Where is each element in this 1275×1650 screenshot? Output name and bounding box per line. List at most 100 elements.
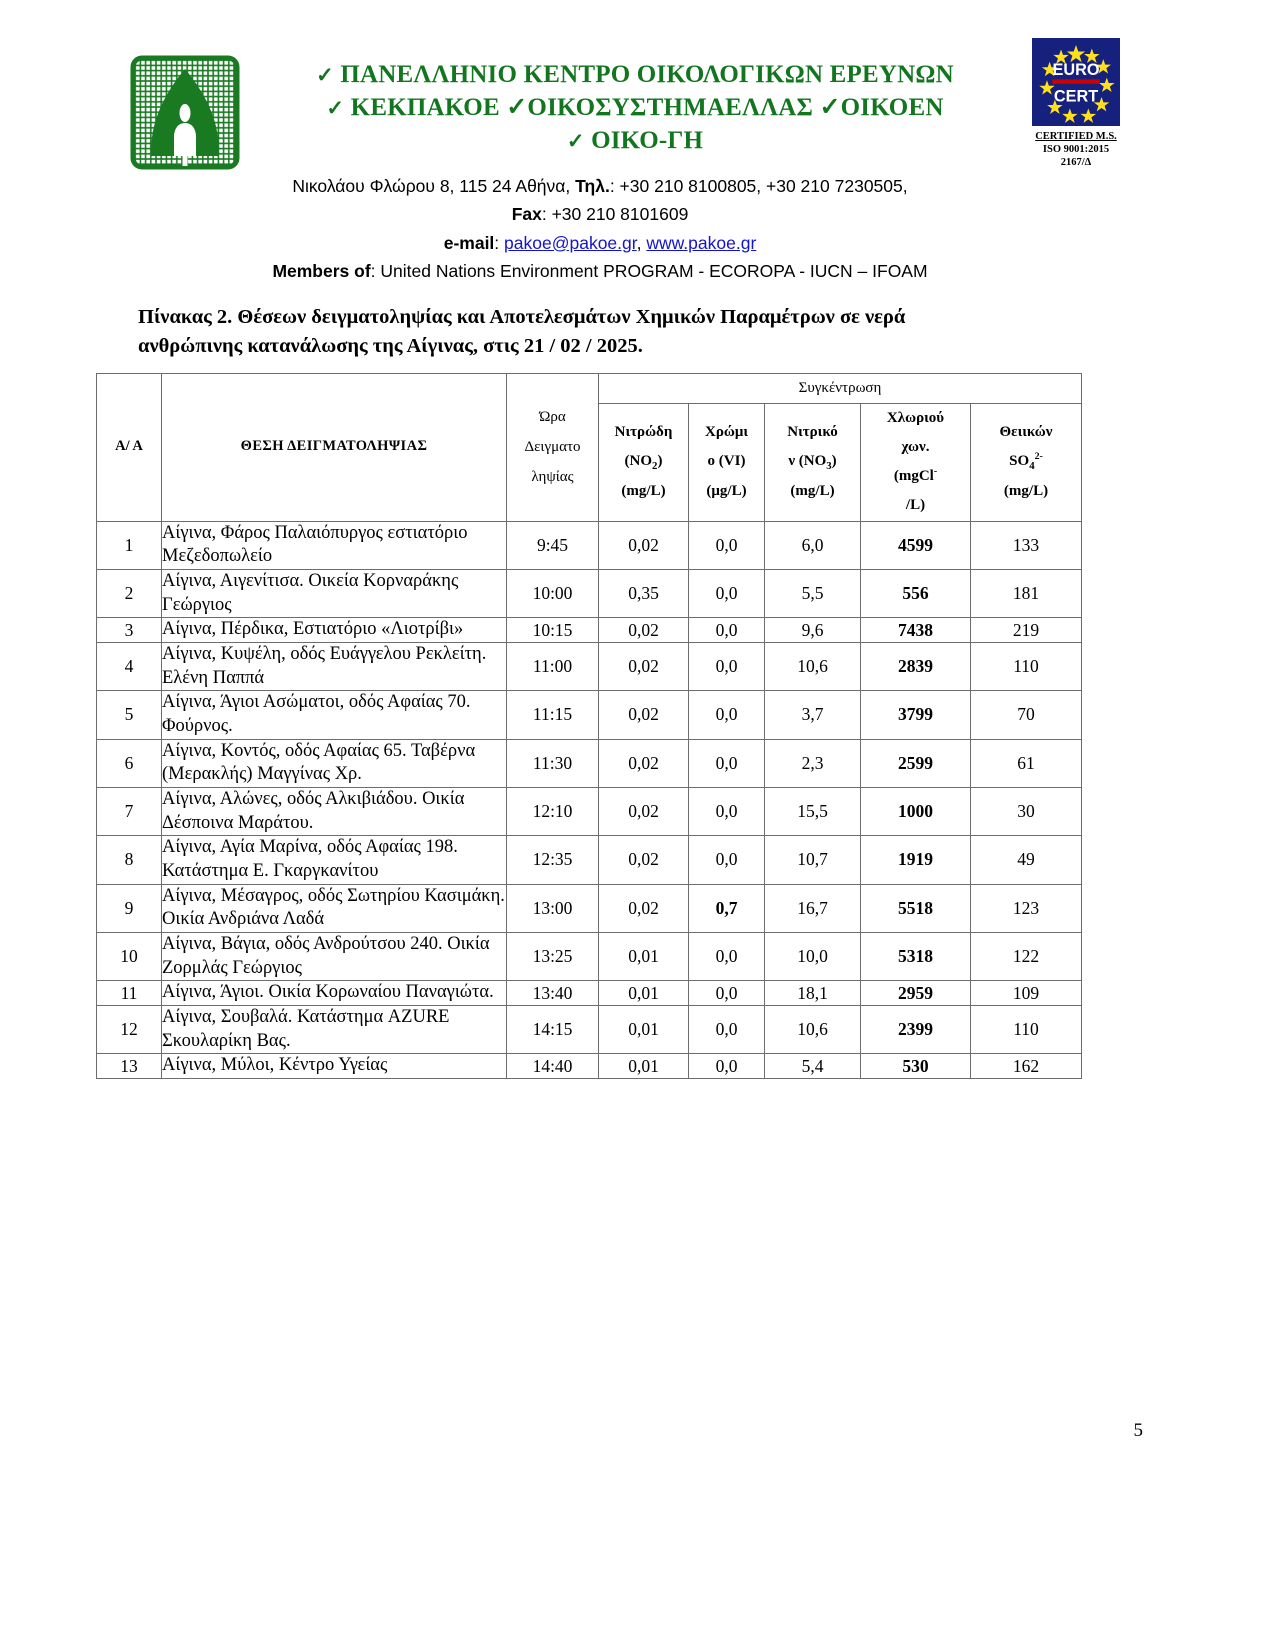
cell-sulphates: 70	[970, 690, 1082, 740]
tree-person-logo-icon	[130, 55, 240, 170]
org-line-3: ΟΙΚΟ-ΓΗ	[591, 127, 704, 154]
cell-position: Αίγινα, Αγία Μαρίνα, οδός Αφαίας 198. Κα…	[161, 835, 507, 885]
cell-nitrites: 0,01	[598, 1004, 689, 1055]
table-row: 1 Αίγινα, Φάρος Παλαιόπυργος εστιατόριο Μ…	[96, 520, 1082, 570]
cell-chlorides: 2599	[860, 738, 971, 788]
table-row: 2 Αίγινα, Αιγενίτισα. Οικεία Κορναράκης Γ…	[96, 568, 1082, 619]
cell-chlorides: 1000	[860, 786, 971, 837]
table-caption-line-2: ανθρώπινης κατανάλωσης της Αίγινας, στις…	[138, 335, 643, 358]
fax-value: : +30 210 8101609	[541, 204, 689, 225]
cell-nitrites: 0,02	[598, 520, 689, 570]
cell-position: Αίγινα, Αλώνες, οδός Αλκιβιάδου. Οικία Δ…	[161, 786, 507, 837]
page-number: 5	[1133, 1420, 1144, 1441]
cell-aa: 4	[96, 641, 162, 692]
cell-sample-time: 12:10	[506, 786, 599, 837]
members-label: Members of	[272, 261, 371, 282]
cell-sulphates: 123	[970, 883, 1082, 933]
cell-position: Αίγινα, Άγιοι Ασώματοι, οδός Αφαίας 70. …	[161, 690, 507, 740]
cell-aa: 13	[96, 1053, 162, 1079]
cell-chlorides: 2959	[860, 980, 971, 1006]
cell-sulphates: 61	[970, 738, 1082, 788]
results-table-body: 1 Αίγινα, Φάρος Παλαιόπυργος εστιατόριο Μ…	[96, 520, 1082, 1079]
org-line-1: ΠΑΝΕΛΛΗΝΙΟ ΚΕΝΤΡΟ ΟΙΚΟΛΟΓΙΚΩΝ ΕΡΕΥΝΩΝ	[340, 61, 954, 88]
cell-position: Αίγινα, Άγιοι. Οικία Κορωναίου Παναγιώτα…	[161, 980, 507, 1006]
cell-sample-time: 11:15	[506, 690, 599, 740]
cell-nitrates: 3,7	[764, 690, 861, 740]
cell-sample-time: 14:40	[506, 1053, 599, 1079]
cell-sample-time: 11:00	[506, 641, 599, 692]
cell-sample-time: 9:45	[506, 520, 599, 570]
email-label: e-mail	[443, 232, 495, 253]
cell-aa: 2	[96, 568, 162, 619]
cert-line-2: ISO 9001:2015	[1042, 144, 1110, 156]
cell-nitrates: 5,4	[764, 1053, 861, 1079]
cell-aa: 5	[96, 690, 162, 740]
col-header-nitrates: Νιτρικό ν (NO3) (mg/L)	[764, 402, 861, 522]
cell-nitrates: 5,5	[764, 568, 861, 619]
cell-chromium: 0,7	[688, 883, 765, 933]
cell-position: Αίγινα, Βάγια, οδός Ανδρούτσου 240. Οικί…	[161, 931, 507, 982]
cell-nitrites: 0,01	[598, 931, 689, 982]
cell-chromium: 0,0	[688, 641, 765, 692]
cell-nitrites: 0,35	[598, 568, 689, 619]
cell-chlorides: 5318	[860, 931, 971, 982]
cell-position: Αίγινα, Μέσαγρος, οδός Σωτηρίου Κασιμάκη…	[161, 883, 507, 933]
cell-sulphates: 181	[970, 568, 1082, 619]
email-link[interactable]: pakoe@pakoe.gr	[504, 232, 637, 253]
document-header: ✓ ΠΑΝΕΛΛΗΝΙΟ ΚΕΝΤΡΟ ΟΙΚΟΛΟΓΙΚΩΝ ΕΡΕΥΝΩΝ …	[0, 0, 1275, 281]
cell-chlorides: 1919	[860, 835, 971, 885]
cell-chromium: 0,0	[688, 738, 765, 788]
cell-nitrates: 18,1	[764, 980, 861, 1006]
table-row: 7 Αίγινα, Αλώνες, οδός Αλκιβιάδου. Οικία …	[96, 786, 1082, 837]
cell-aa: 9	[96, 883, 162, 933]
cell-chromium: 0,0	[688, 1004, 765, 1055]
table-row: 8 Αίγινα, Αγία Μαρίνα, οδός Αφαίας 198. Κ…	[96, 835, 1082, 885]
members-value: : United Nations Environment PROGRAM - E…	[370, 261, 928, 282]
eurocert-certification: EURO CERT CERTIFIED M.S. ISO 9001:2015 2…	[1025, 38, 1127, 169]
cell-chromium: 0,0	[688, 931, 765, 982]
eurocert-top-text: EURO	[1053, 61, 1100, 79]
cell-nitrates: 2,3	[764, 738, 861, 788]
cell-chromium: 0,0	[688, 617, 765, 643]
cell-chromium: 0,0	[688, 568, 765, 619]
cell-chlorides: 2839	[860, 641, 971, 692]
cell-sample-time: 14:15	[506, 1004, 599, 1055]
cell-chlorides: 3799	[860, 690, 971, 740]
tel-label: Τηλ.	[575, 176, 610, 196]
cell-nitrates: 10,6	[764, 1004, 861, 1055]
check-icon: ✓	[316, 63, 334, 87]
nitrates-formula: ν (NO3)	[788, 452, 837, 472]
cell-position: Αίγινα, Φάρος Παλαιόπυργος εστιατόριο Με…	[161, 520, 507, 570]
cell-position: Αίγινα, Σουβαλά. Κατάστημα AZURE Σκουλαρ…	[161, 1004, 507, 1055]
cell-nitrites: 0,02	[598, 617, 689, 643]
cell-position: Αίγινα, Κοντός, οδός Αφαίας 65. Ταβέρνα …	[161, 738, 507, 788]
eurocert-bottom-text: CERT	[1054, 87, 1098, 105]
table-row: 9 Αίγινα, Μέσαγρος, οδός Σωτηρίου Κασιμάκ…	[96, 883, 1082, 933]
cell-aa: 1	[96, 520, 162, 570]
fax-line: Fax: +30 210 8101609	[150, 200, 1050, 228]
website-link[interactable]: www.pakoe.gr	[646, 232, 757, 253]
table-row: 13 Αίγινα, Μύλοι, Κέντρο Υγείας 14:40 0,01 0…	[96, 1053, 1082, 1079]
table-header-row-2: Νιτρώδη (NO2) (mg/L) Χρώμι ο (VI) (μg/L)…	[97, 402, 1082, 522]
cell-position: Αίγινα, Μύλοι, Κέντρο Υγείας	[161, 1053, 507, 1079]
col-header-position: ΘΕΣΗ ΔΕΙΓΜΑΤΟΛΗΨΙΑΣ	[161, 373, 507, 522]
cell-nitrites: 0,01	[598, 980, 689, 1006]
cell-sample-time: 13:25	[506, 931, 599, 982]
cell-nitrites: 0,01	[598, 1053, 689, 1079]
cell-position: Αίγινα, Κυψέλη, οδός Ευάγγελου Ρεκλείτη.…	[161, 641, 507, 692]
cell-nitrites: 0,02	[598, 786, 689, 837]
contact-block: Νικολάου Φλώρου 8, 115 24 Αθήνα, Τηλ.: +…	[150, 172, 1050, 285]
table-caption: Πίνακας 2. Θέσεων δειγματοληψίας και Απο…	[138, 303, 1078, 361]
cell-chlorides: 5518	[860, 883, 971, 933]
cell-sulphates: 109	[970, 980, 1082, 1006]
cell-chlorides: 530	[860, 1053, 971, 1079]
col-header-chromium: Χρώμι ο (VI) (μg/L)	[688, 402, 765, 522]
eurocert-logo-icon: EURO CERT	[1032, 38, 1120, 126]
table-row: 4 Αίγινα, Κυψέλη, οδός Ευάγγελου Ρεκλείτη…	[96, 641, 1082, 692]
cell-sample-time: 12:35	[506, 835, 599, 885]
col-header-chlorides: Χλωριού χων. (mgCl- /L)	[860, 402, 971, 522]
chlorides-unit-1: (mgCl-	[893, 466, 938, 484]
results-table-container: Α/ Α ΘΕΣΗ ΔΕΙΓΜΑΤΟΛΗΨΙΑΣ Ώρα Δειγματο λη…	[96, 373, 1082, 1079]
cell-chromium: 0,0	[688, 835, 765, 885]
